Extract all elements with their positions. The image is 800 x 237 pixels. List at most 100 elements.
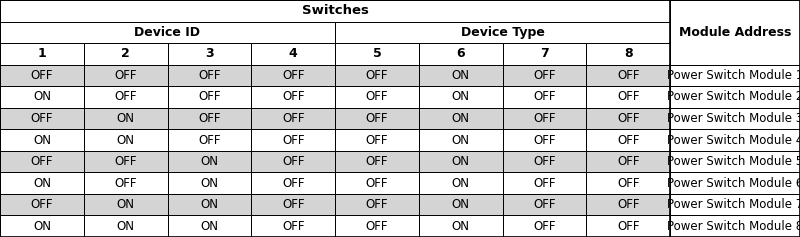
Text: ON: ON — [33, 133, 51, 146]
Bar — [0, 0, 670, 22]
Bar — [251, 129, 335, 151]
Bar — [586, 172, 670, 194]
Bar — [418, 172, 502, 194]
Text: OFF: OFF — [282, 155, 304, 168]
Text: ON: ON — [452, 198, 470, 211]
Text: OFF: OFF — [198, 133, 221, 146]
Bar — [84, 86, 167, 108]
Bar — [670, 129, 800, 151]
Bar — [84, 172, 167, 194]
Bar — [335, 172, 418, 194]
Text: 5: 5 — [373, 47, 382, 60]
Text: Power Switch Module 2: Power Switch Module 2 — [667, 91, 800, 104]
Bar — [84, 194, 167, 215]
Bar — [251, 172, 335, 194]
Bar — [502, 65, 586, 86]
Bar — [670, 108, 800, 129]
Bar — [0, 65, 84, 86]
Text: Power Switch Module 1: Power Switch Module 1 — [667, 69, 800, 82]
Bar — [586, 108, 670, 129]
Text: OFF: OFF — [533, 69, 556, 82]
Bar — [418, 129, 502, 151]
Bar — [335, 194, 418, 215]
Text: ON: ON — [33, 220, 51, 233]
Bar — [418, 108, 502, 129]
Bar — [502, 151, 586, 172]
Bar — [0, 151, 84, 172]
Bar — [335, 65, 418, 86]
Bar — [0, 194, 84, 215]
Bar — [84, 151, 167, 172]
Text: OFF: OFF — [366, 133, 388, 146]
Text: OFF: OFF — [533, 133, 556, 146]
Bar — [502, 129, 586, 151]
Text: ON: ON — [452, 177, 470, 190]
Text: OFF: OFF — [366, 69, 388, 82]
Text: ON: ON — [452, 133, 470, 146]
Bar — [670, 0, 800, 65]
Bar — [670, 215, 800, 237]
Text: OFF: OFF — [533, 177, 556, 190]
Bar — [251, 151, 335, 172]
Bar — [335, 43, 418, 65]
Bar — [0, 108, 84, 129]
Bar — [586, 194, 670, 215]
Text: OFF: OFF — [533, 91, 556, 104]
Bar — [167, 65, 251, 86]
Text: OFF: OFF — [617, 91, 639, 104]
Text: OFF: OFF — [114, 177, 137, 190]
Text: OFF: OFF — [533, 198, 556, 211]
Text: OFF: OFF — [114, 155, 137, 168]
Text: OFF: OFF — [366, 220, 388, 233]
Bar — [167, 215, 251, 237]
Bar — [670, 194, 800, 215]
Bar — [84, 108, 167, 129]
Text: OFF: OFF — [617, 133, 639, 146]
Text: Power Switch Module 3: Power Switch Module 3 — [667, 112, 800, 125]
Bar — [586, 129, 670, 151]
Bar — [670, 151, 800, 172]
Text: 3: 3 — [205, 47, 214, 60]
Bar — [586, 65, 670, 86]
Text: ON: ON — [117, 198, 134, 211]
Text: OFF: OFF — [30, 155, 53, 168]
Text: OFF: OFF — [198, 112, 221, 125]
Text: Power Switch Module 4: Power Switch Module 4 — [667, 133, 800, 146]
Text: OFF: OFF — [617, 69, 639, 82]
Text: OFF: OFF — [366, 177, 388, 190]
Text: ON: ON — [200, 177, 218, 190]
Text: ON: ON — [117, 112, 134, 125]
Text: OFF: OFF — [533, 155, 556, 168]
Text: OFF: OFF — [30, 69, 53, 82]
Text: 2: 2 — [122, 47, 130, 60]
Text: OFF: OFF — [114, 69, 137, 82]
Bar — [251, 215, 335, 237]
Bar — [418, 86, 502, 108]
Text: OFF: OFF — [617, 220, 639, 233]
Text: OFF: OFF — [198, 91, 221, 104]
Text: Device ID: Device ID — [134, 26, 201, 39]
Text: OFF: OFF — [366, 112, 388, 125]
Text: OFF: OFF — [282, 198, 304, 211]
Text: ON: ON — [117, 220, 134, 233]
Text: Switches: Switches — [302, 4, 369, 17]
Bar — [586, 215, 670, 237]
Bar — [0, 215, 84, 237]
Bar — [251, 43, 335, 65]
Bar — [167, 172, 251, 194]
Text: OFF: OFF — [282, 177, 304, 190]
Bar — [84, 65, 167, 86]
Text: 1: 1 — [38, 47, 46, 60]
Text: OFF: OFF — [533, 112, 556, 125]
Text: OFF: OFF — [617, 112, 639, 125]
Bar — [84, 215, 167, 237]
Bar — [167, 194, 251, 215]
Bar — [167, 43, 251, 65]
Bar — [335, 129, 418, 151]
Text: ON: ON — [452, 69, 470, 82]
Bar — [251, 108, 335, 129]
Bar — [418, 151, 502, 172]
Bar — [335, 108, 418, 129]
Bar — [167, 108, 251, 129]
Bar — [502, 194, 586, 215]
